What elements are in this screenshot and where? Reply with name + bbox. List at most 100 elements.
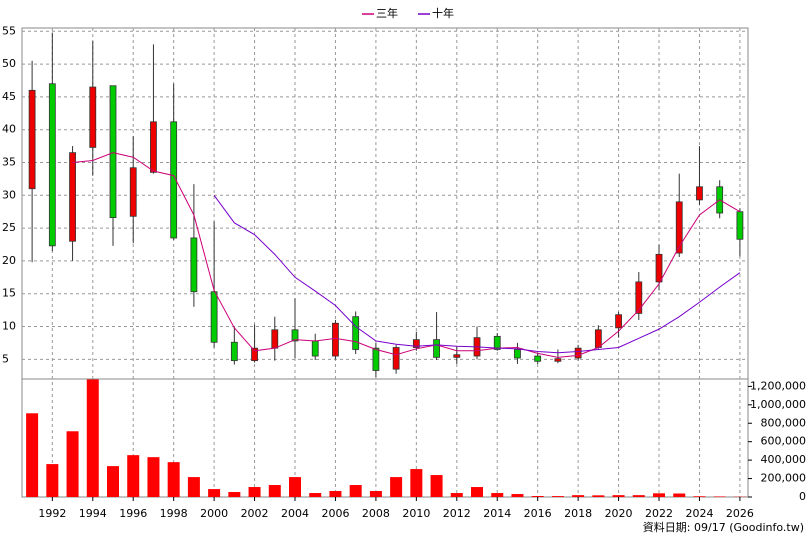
volume-bar — [228, 492, 241, 497]
volume-bar — [268, 485, 281, 497]
candle-body — [453, 354, 461, 358]
candle-body — [594, 329, 602, 348]
candle-body — [372, 347, 380, 371]
y-tick-label: 30 — [2, 188, 16, 201]
volume-bar — [673, 493, 686, 497]
volume-bar — [551, 496, 564, 497]
candle-body — [736, 211, 744, 240]
y-tick-label: 50 — [2, 57, 16, 70]
x-tick-label: 2018 — [564, 507, 592, 520]
volume-bar — [572, 495, 585, 497]
candle-body — [574, 347, 582, 359]
y2-tick-label: 200,000 — [761, 472, 807, 485]
x-tick-label: 2004 — [281, 507, 309, 520]
volume-bar — [127, 455, 140, 497]
candle-body — [109, 85, 117, 219]
volume-bar — [329, 491, 342, 497]
volume-bar — [632, 495, 645, 497]
volume-bar — [26, 413, 39, 497]
volume-bar — [653, 493, 666, 497]
x-tick-label: 2012 — [443, 507, 471, 520]
x-tick-label: 2006 — [321, 507, 349, 520]
volume-bar — [491, 493, 504, 497]
y-tick-label: 20 — [2, 254, 16, 267]
volume-bar — [531, 495, 544, 497]
candle-body — [392, 347, 400, 370]
volume-bar — [471, 487, 484, 497]
volume-bar — [289, 477, 302, 497]
candle-body — [190, 237, 198, 293]
x-tick-label: 1996 — [119, 507, 147, 520]
candle-body — [352, 316, 360, 350]
volume-bar — [410, 469, 423, 497]
plot-frame — [21, 27, 749, 498]
y-tick-label: 10 — [2, 320, 16, 333]
candle-body — [28, 89, 36, 190]
legend-label: 十年 — [432, 6, 454, 20]
candle-body — [89, 86, 97, 148]
x-tick-label: 1998 — [160, 507, 188, 520]
x-tick-label: 1992 — [38, 507, 66, 520]
x-tick-label: 2022 — [645, 507, 673, 520]
volume-bar — [369, 491, 382, 497]
volume-bar — [713, 496, 726, 497]
candle-body — [433, 339, 440, 358]
candle-body — [291, 329, 299, 342]
candle-body — [230, 341, 238, 362]
legend-label: 三年 — [376, 6, 398, 20]
y2-tick-label: 1,200,000 — [750, 379, 806, 392]
candle-body — [675, 201, 683, 254]
y-tick-label: 35 — [2, 155, 16, 168]
volume-bar — [390, 477, 403, 497]
candle-body — [150, 121, 157, 173]
x-tick-label: 2000 — [200, 507, 228, 520]
candle-body — [534, 355, 542, 362]
x-tick-label: 2016 — [524, 507, 552, 520]
volume-bar — [430, 475, 443, 497]
volume-bar — [167, 462, 180, 497]
y2-tick-label: 400,000 — [761, 453, 807, 466]
volume-bar — [612, 495, 625, 497]
candle-body — [69, 152, 76, 242]
ma-line — [72, 152, 741, 358]
ma-line — [213, 195, 741, 354]
volume-bar — [187, 477, 200, 497]
source-note: 資料日期: 09/17 (Goodinfo.tw) — [643, 520, 804, 534]
candle-body — [615, 314, 622, 329]
x-tick-label: 2026 — [726, 507, 754, 520]
volume-bar — [208, 489, 221, 497]
volume-bar — [107, 466, 120, 497]
y-tick-label: 15 — [2, 287, 16, 300]
volume-bar — [349, 485, 362, 497]
candle-body — [129, 167, 137, 217]
candle-body — [655, 253, 663, 283]
y-tick-label: 55 — [2, 24, 16, 37]
y-tick-label: 5 — [2, 352, 9, 365]
volume-bar — [66, 431, 79, 497]
x-tick-label: 1994 — [79, 507, 107, 520]
y-tick-label: 45 — [2, 90, 16, 103]
candle-body — [554, 358, 562, 362]
volume-bar — [309, 493, 322, 497]
volume-bar — [46, 464, 59, 497]
candle-body — [696, 186, 703, 201]
x-tick-label: 2020 — [605, 507, 633, 520]
volume-bar — [693, 496, 706, 497]
x-tick-label: 2014 — [483, 507, 511, 520]
x-tick-label: 2010 — [402, 507, 430, 520]
y2-tick-label: 0 — [799, 490, 806, 503]
y-tick-label: 25 — [2, 221, 16, 234]
volume-bar — [147, 457, 160, 497]
candle-body — [514, 349, 521, 359]
y2-tick-label: 600,000 — [761, 435, 807, 448]
candle-body — [493, 335, 501, 350]
volume-bar — [592, 495, 605, 497]
candle-body — [170, 121, 178, 239]
volume-bar — [511, 494, 524, 497]
candle-body — [332, 322, 339, 357]
candle-body — [48, 83, 56, 247]
candle-body — [251, 347, 258, 362]
volume-bar — [450, 493, 463, 497]
y-tick-label: 40 — [2, 123, 16, 136]
